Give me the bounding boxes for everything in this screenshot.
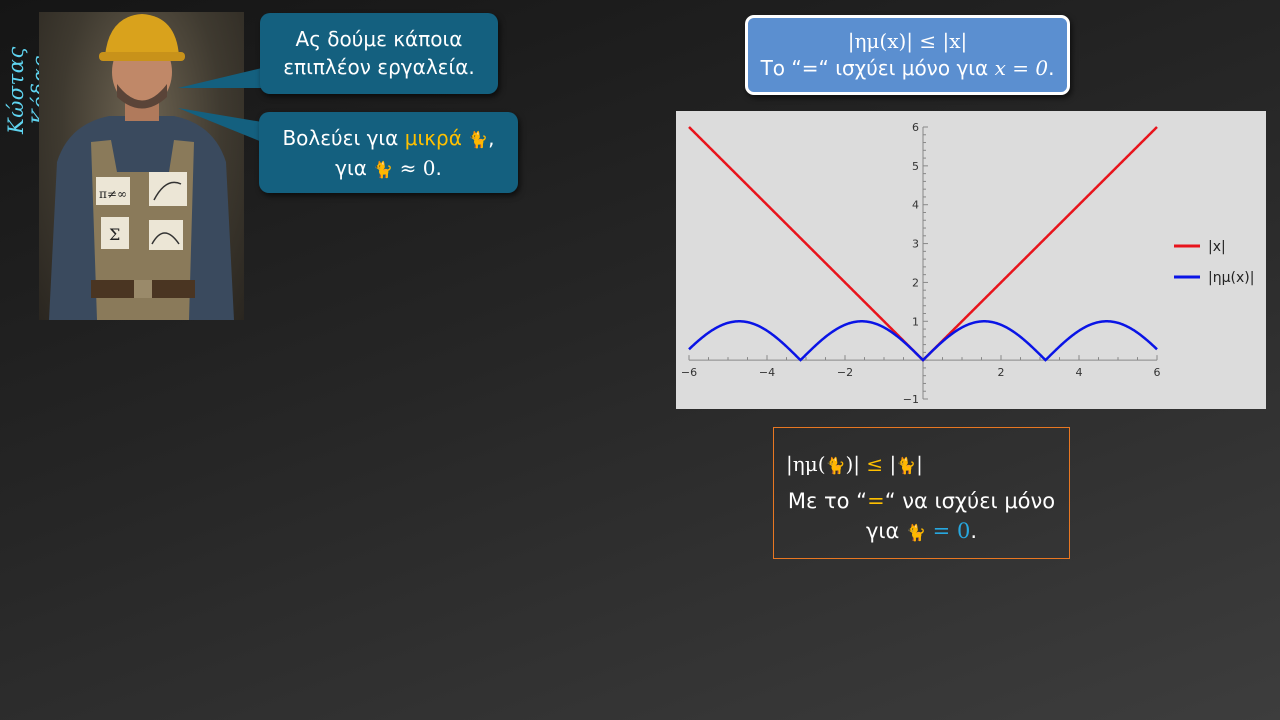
legend-label: |ημ(x)| (1208, 270, 1254, 286)
bubble2-approx: ≈ 0 (399, 156, 436, 180)
bb-l2a: Με το “ (787, 489, 868, 513)
y-tick-label: 6 (912, 121, 919, 134)
bubble-tails (178, 68, 262, 142)
bb-l2b: “ να ισχύει μόνο (884, 489, 1056, 513)
y-tick-label: 4 (912, 199, 919, 212)
bb-le: ≤ (866, 452, 884, 476)
worker-photo: π≠∞ Σ (39, 12, 244, 320)
chart-svg: −6 −4 −2 2 4 6 −1 1 2 3 4 5 6 |x| |ημ(x)| (681, 121, 1255, 406)
inequality-condition: x = 0 (994, 56, 1049, 80)
speech-bubble-small: Βολεύει για μικρά 🐈, για 🐈 ≈ 0. (259, 112, 518, 193)
bubble2-period: . (435, 156, 442, 180)
series-line-abs-sin (688, 320, 1158, 362)
bubble2-line2-pre: για (335, 156, 367, 180)
note-pi: π≠∞ (99, 187, 127, 201)
bb-l3a: για (865, 519, 900, 543)
cat-icon: 🐈 (825, 456, 846, 475)
x-tick-label: 2 (998, 366, 1005, 379)
cat-icon: 🐈 (896, 456, 917, 475)
note-sigma: Σ (109, 225, 120, 244)
bb-l3b: . (970, 519, 977, 543)
chart-panel: −6 −4 −2 2 4 6 −1 1 2 3 4 5 6 |x| |ημ(x)| (676, 111, 1266, 409)
y-tick-label: 2 (912, 276, 919, 289)
cat-icon: 🐈 (906, 523, 926, 542)
speech-bubble-tools: Ας δούμε κάποια επιπλέον εργαλεία. (260, 13, 498, 94)
x-tick-label: 6 (1154, 366, 1161, 379)
legend-label: |x| (1208, 239, 1226, 255)
y-tick-label: 5 (912, 160, 919, 173)
bb-bar1: | (889, 452, 897, 476)
cat-icon: 🐈 (468, 130, 489, 149)
x-tick-label: −2 (837, 366, 853, 379)
y-tick-label: 3 (912, 238, 919, 251)
cat-icon: 🐈 (373, 160, 394, 179)
inequality-box: |ημ(x)| ≤ |x| Το “=“ ισχύει μόνο για x =… (745, 15, 1070, 95)
author-signature: Κώστας Κόδας (4, 46, 52, 134)
bubble2-highlight: μικρά (404, 126, 462, 150)
bubble2-comma: , (488, 126, 495, 150)
inequality-formula: |ημ(x)| ≤ |x| (847, 29, 968, 53)
bubble1-line1: Ας δούμε κάποια (295, 27, 463, 51)
y-tick-label: 1 (912, 315, 919, 328)
x-tick-label: −4 (759, 366, 775, 379)
y-tick-label: −1 (903, 393, 919, 406)
bubble1-line2: επιπλέον εργαλεία. (283, 55, 475, 79)
x-tick-label: 4 (1076, 366, 1083, 379)
bb-abs-sin: |ημ( (786, 452, 826, 476)
bb-l3-eq: = 0 (932, 519, 971, 543)
x-tick-label: −6 (681, 366, 697, 379)
bubble2-pre: Βολεύει για (282, 126, 405, 150)
cat-equality-note: Με το “=“ να ισχύει μόνο (774, 489, 1069, 513)
cat-inequality: |ημ(🐈)| ≤ |🐈| (786, 452, 923, 476)
bb-bar2: | (916, 452, 923, 476)
inequality-note: Το “=“ ισχύει μόνο για (760, 56, 995, 80)
cat-equality-condition: για 🐈 = 0. (774, 519, 1069, 543)
cat-inequality-box: |ημ(🐈)| ≤ |🐈| Με το “=“ να ισχύει μόνο γ… (773, 427, 1070, 559)
bb-close: )| (845, 452, 860, 476)
bb-l2-eq: = (867, 489, 885, 513)
worker-illustration: π≠∞ Σ (49, 14, 234, 320)
inequality-period: . (1048, 56, 1055, 80)
